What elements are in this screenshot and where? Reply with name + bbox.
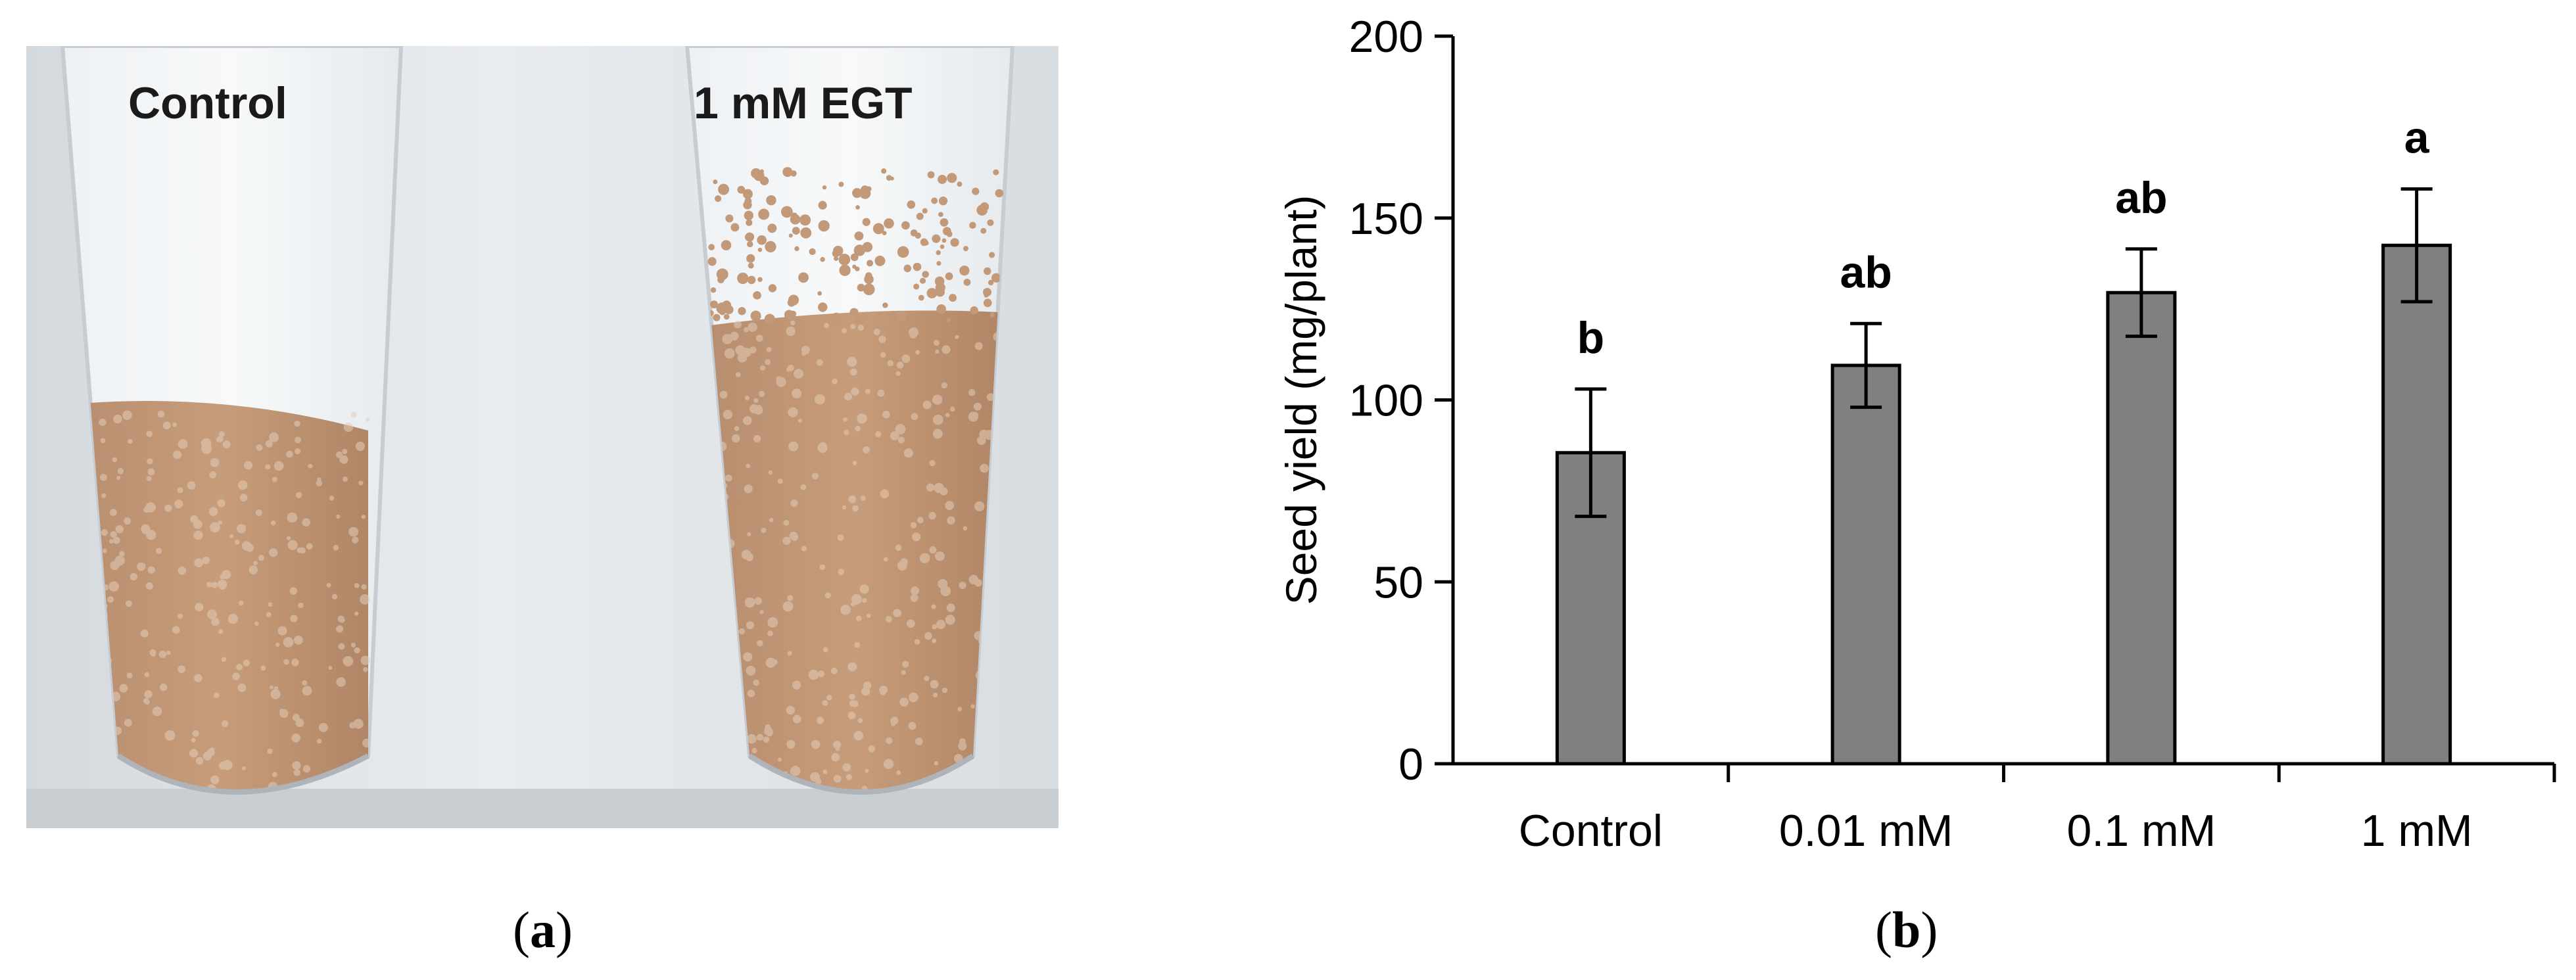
significance-label: ab <box>2115 173 2167 223</box>
y-tick-label: 100 <box>1349 376 1423 426</box>
y-tick-label: 150 <box>1349 194 1423 244</box>
caption-a: (a) <box>513 901 573 958</box>
y-axis: 0 50 100 150 200 <box>1349 12 1455 789</box>
seed-tubes-photo: Control 1 mM EGT <box>26 46 1059 828</box>
bar <box>1830 363 1901 766</box>
x-tick-label: Control <box>1519 806 1663 856</box>
y-tick-label: 0 <box>1398 739 1423 789</box>
y-axis-label: Seed yield (mg/plant) <box>1277 195 1325 605</box>
x-tick-label: 0.01 mM <box>1779 806 1953 856</box>
significance-label: b <box>1577 313 1605 363</box>
photo-label-egt: 1 mM EGT <box>694 78 913 128</box>
control-tube <box>60 46 404 795</box>
y-tick-label: 200 <box>1349 12 1423 62</box>
y-tick-label: 50 <box>1373 557 1423 607</box>
significance-label: ab <box>1840 247 1892 297</box>
x-tick-label: 0.1 mM <box>2067 806 2216 856</box>
caption-b: (b) <box>1875 901 1938 958</box>
seed-yield-chart: 0 50 100 150 200 Control 0.01 mM 0.1 mM 1 mM b a… <box>1277 12 2556 856</box>
significance-label: a <box>2404 112 2430 162</box>
photo-label-control: Control <box>128 78 287 128</box>
x-axis: Control 0.01 mM 0.1 mM 1 mM <box>1453 762 2556 856</box>
bar <box>2381 243 2452 766</box>
bars: b ab ab a <box>1555 112 2452 766</box>
bar <box>2106 291 2177 766</box>
x-tick-label: 1 mM <box>2361 806 2473 856</box>
